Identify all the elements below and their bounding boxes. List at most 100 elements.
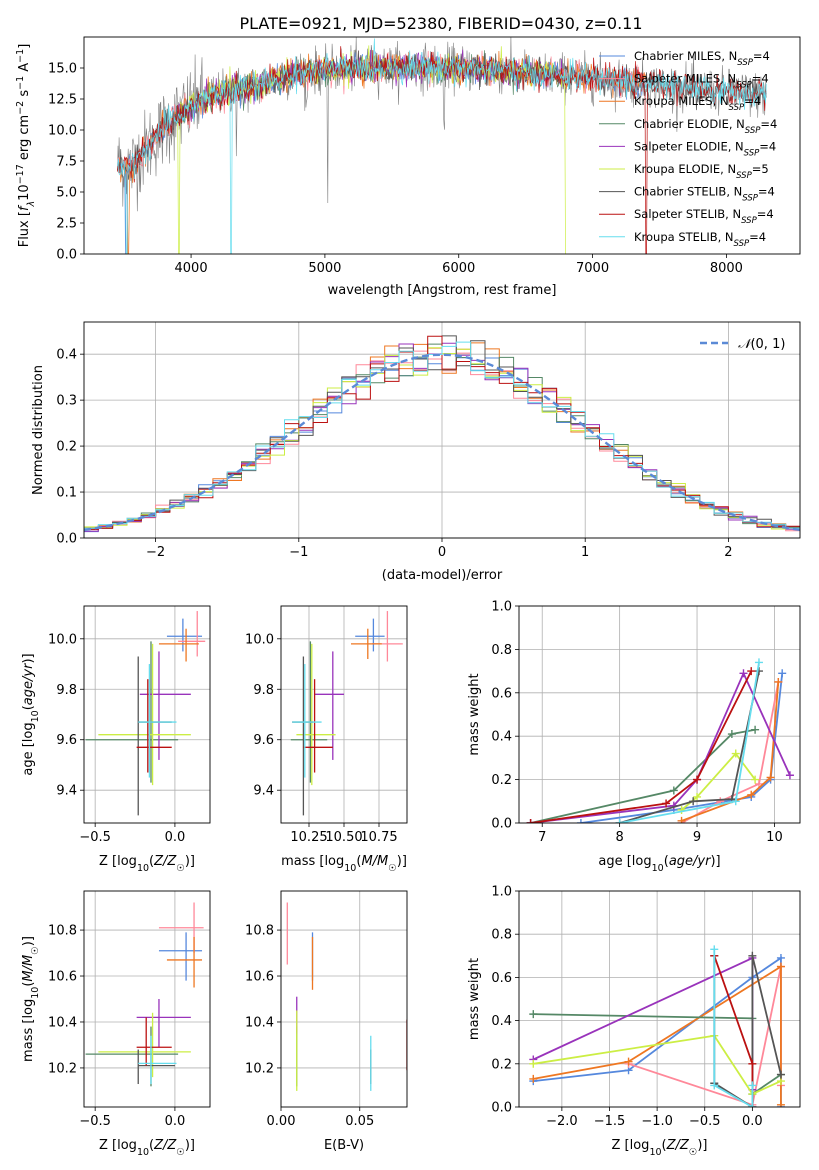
mass-weight-marker (754, 658, 763, 667)
mass-weight-marker (748, 951, 757, 960)
mass-weight-line (713, 955, 782, 1107)
y-tick-label: 9.4 (253, 784, 274, 799)
figure-title: PLATE=0921, MJD=52380, FIBERID=0430, z=0… (239, 14, 642, 33)
y-tick-label: 0.6 (491, 686, 512, 701)
mass-weight-marker (748, 1103, 757, 1107)
mass-weight-vs-age-plot-area (526, 658, 794, 823)
x-tick-label: 4000 (175, 261, 208, 276)
y-tick-label: 10.4 (245, 1015, 274, 1030)
y-tick-label: 0.0 (491, 1101, 512, 1116)
mass-weight-marker (785, 771, 794, 780)
mass-weight-marker (526, 819, 535, 823)
legend-label: Salpeter MILES, NSSP=4 (634, 72, 769, 91)
y-axis-label: mass [log10(M/M☉)] (21, 936, 41, 1062)
residuals-plot-area (84, 335, 800, 538)
mass-vs-ebv-plot-area (286, 902, 407, 1091)
mass-weight-marker (615, 819, 624, 823)
mass-weight-line (580, 673, 784, 823)
y-tick-label: 9.4 (56, 784, 77, 799)
y-tick-label: 10.8 (48, 924, 77, 939)
y-tick-label: 0.0 (491, 817, 512, 832)
mass-weight-marker (529, 1010, 538, 1019)
spectrum-plot-area (117, 37, 767, 254)
y-tick-label: 0.2 (491, 773, 512, 788)
residual-histogram (84, 335, 800, 538)
x-tick-label: 8 (615, 830, 623, 845)
x-tick-label: 8000 (710, 261, 743, 276)
mass-weight-marker (710, 1081, 719, 1090)
mass-weight-marker (776, 953, 785, 962)
mass-weight-vs-age-panel: 7 8 9 10 0.0 0.2 0.4 0.6 0.8 1.0 age [log10(age/yr… (467, 600, 801, 874)
x-tick-label: 6000 (442, 261, 475, 276)
y-tick-label: 10.6 (245, 970, 274, 985)
residuals-panel: −2 −1 0 1 2 0.0 0.1 0.2 0.3 0.4 (data-model)/error… (31, 321, 801, 583)
age-vs-mass-plot-area (290, 611, 403, 816)
x-tick-label: 1 (581, 545, 589, 560)
x-tick-label: −0.5 (79, 830, 111, 845)
y-tick-label: 10.0 (245, 632, 274, 647)
axes-frame (83, 36, 801, 255)
axes-frame (518, 605, 801, 824)
x-tick-label: 9 (693, 830, 701, 845)
mass-weight-line (713, 949, 754, 1107)
x-tick-label: 10.25 (290, 830, 327, 845)
mass-weight-line (619, 670, 760, 823)
axes-frame (280, 605, 408, 824)
y-tick-label: 2.5 (56, 217, 77, 232)
x-tick-label: 7000 (576, 261, 609, 276)
mass-weight-vs-Z-panel: −2.0 −1.5 −1.0 −0.5 0.0 0.0 0.2 0.4 0.6 0.8 1.0 Z [… (467, 885, 801, 1158)
x-tick-label: 10.50 (325, 830, 362, 845)
mass-weight-marker (624, 1057, 633, 1066)
y-tick-label: 10.0 (48, 124, 77, 139)
mass-weight-line (530, 728, 756, 823)
residual-histogram (84, 335, 800, 538)
x-tick-label: −2.0 (546, 1114, 578, 1129)
y-tick-label: 0.0 (56, 248, 77, 263)
age-vs-Z-plot-area (85, 611, 206, 816)
y-tick-label: 12.5 (48, 93, 77, 108)
legend-label: Chabrier STELIB, NSSP=4 (634, 185, 775, 204)
mass-weight-marker (731, 797, 740, 806)
y-tick-label: 0.1 (56, 486, 77, 501)
y-axis-label: age [log10(age/yr)] (21, 653, 41, 775)
x-tick-label: 2 (724, 545, 732, 560)
normal-distribution-curve (84, 353, 800, 532)
y-tick-label: 0.3 (56, 394, 77, 409)
spectrum-panel: 4000 5000 6000 7000 8000 0.0 2.5 5.0 7.5 10.0 12.5… (15, 36, 801, 298)
mass-weight-marker (739, 669, 748, 678)
spectrum-legend: Chabrier MILES, NSSP=4 Salpeter MILES, NS… (599, 49, 777, 249)
x-tick-label: 10 (766, 830, 783, 845)
y-tick-label: 1.0 (491, 885, 512, 900)
mass-weight-marker (677, 805, 686, 814)
x-axis-label: Z [log10(Z/Z☉)] (99, 1138, 195, 1158)
x-axis-label: wavelength [Angstrom, rest frame] (328, 283, 557, 298)
y-tick-label: 15.0 (48, 62, 77, 77)
y-tick-label: 10.2 (245, 1061, 274, 1076)
x-tick-label: −1.5 (594, 1114, 626, 1129)
x-tick-label: 7 (538, 830, 546, 845)
mass-weight-marker (677, 816, 686, 823)
legend-label: Chabrier MILES, NSSP=4 (634, 49, 770, 68)
x-tick-label: 10.75 (360, 830, 397, 845)
mass-weight-line (681, 681, 780, 822)
mass-weight-marker (727, 730, 736, 739)
mass-weight-line (530, 670, 753, 823)
axes-frame (83, 890, 211, 1108)
x-axis-label: (data-model)/error (382, 568, 503, 583)
x-tick-label: −0.5 (689, 1114, 721, 1129)
mass-weight-line (533, 964, 782, 1105)
y-tick-label: 7.5 (56, 155, 77, 170)
legend-label: Kroupa STELIB, NSSP=4 (634, 230, 766, 249)
y-tick-label: 0.0 (56, 532, 77, 547)
mass-weight-marker (747, 790, 756, 799)
axes-frame (280, 890, 408, 1108)
x-tick-label: 0.0 (742, 1114, 763, 1129)
model-spectrum-line (117, 38, 767, 254)
x-axis-label: E(B-V) (324, 1138, 364, 1153)
legend-label: Chabrier ELODIE, NSSP=4 (634, 117, 777, 136)
y-axis-label: Normed distribution (31, 365, 46, 495)
y-tick-label: 10.8 (245, 924, 274, 939)
x-tick-label: −1 (289, 545, 308, 560)
x-axis-label: mass [log10(M/M☉)] (281, 854, 407, 874)
